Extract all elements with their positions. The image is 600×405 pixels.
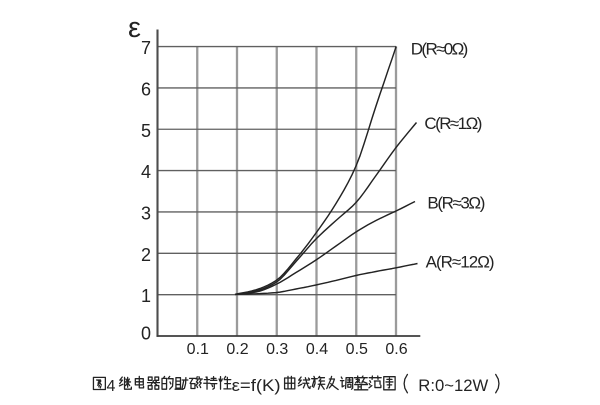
svg-text:B(R≈3Ω): B(R≈3Ω) [427, 194, 485, 213]
svg-text:1: 1 [141, 286, 151, 306]
svg-text:A(R≈12Ω): A(R≈12Ω) [426, 253, 495, 272]
svg-text:0.3: 0.3 [266, 341, 288, 358]
svg-text:0.5: 0.5 [346, 341, 368, 358]
svg-text:4: 4 [141, 162, 151, 182]
svg-text:3: 3 [141, 204, 151, 224]
svg-text:0.1: 0.1 [187, 341, 209, 358]
svg-text:0.4: 0.4 [306, 341, 328, 358]
svg-text:C(R≈1Ω): C(R≈1Ω) [424, 114, 482, 133]
svg-text:6: 6 [141, 80, 151, 100]
svg-text:5: 5 [141, 121, 151, 141]
svg-text:R:0~12W: R:0~12W [418, 376, 488, 395]
svg-text:2: 2 [141, 245, 151, 265]
svg-text:7: 7 [141, 38, 151, 58]
svg-text:0.6: 0.6 [385, 341, 407, 358]
svg-text:0.2: 0.2 [226, 341, 248, 358]
svg-text:ε: ε [128, 12, 141, 44]
svg-text:0: 0 [141, 324, 151, 344]
svg-text:ε=f(K): ε=f(K) [232, 376, 281, 395]
svg-text:4: 4 [107, 378, 116, 395]
svg-text:D(R≈0Ω): D(R≈0Ω) [411, 40, 469, 59]
